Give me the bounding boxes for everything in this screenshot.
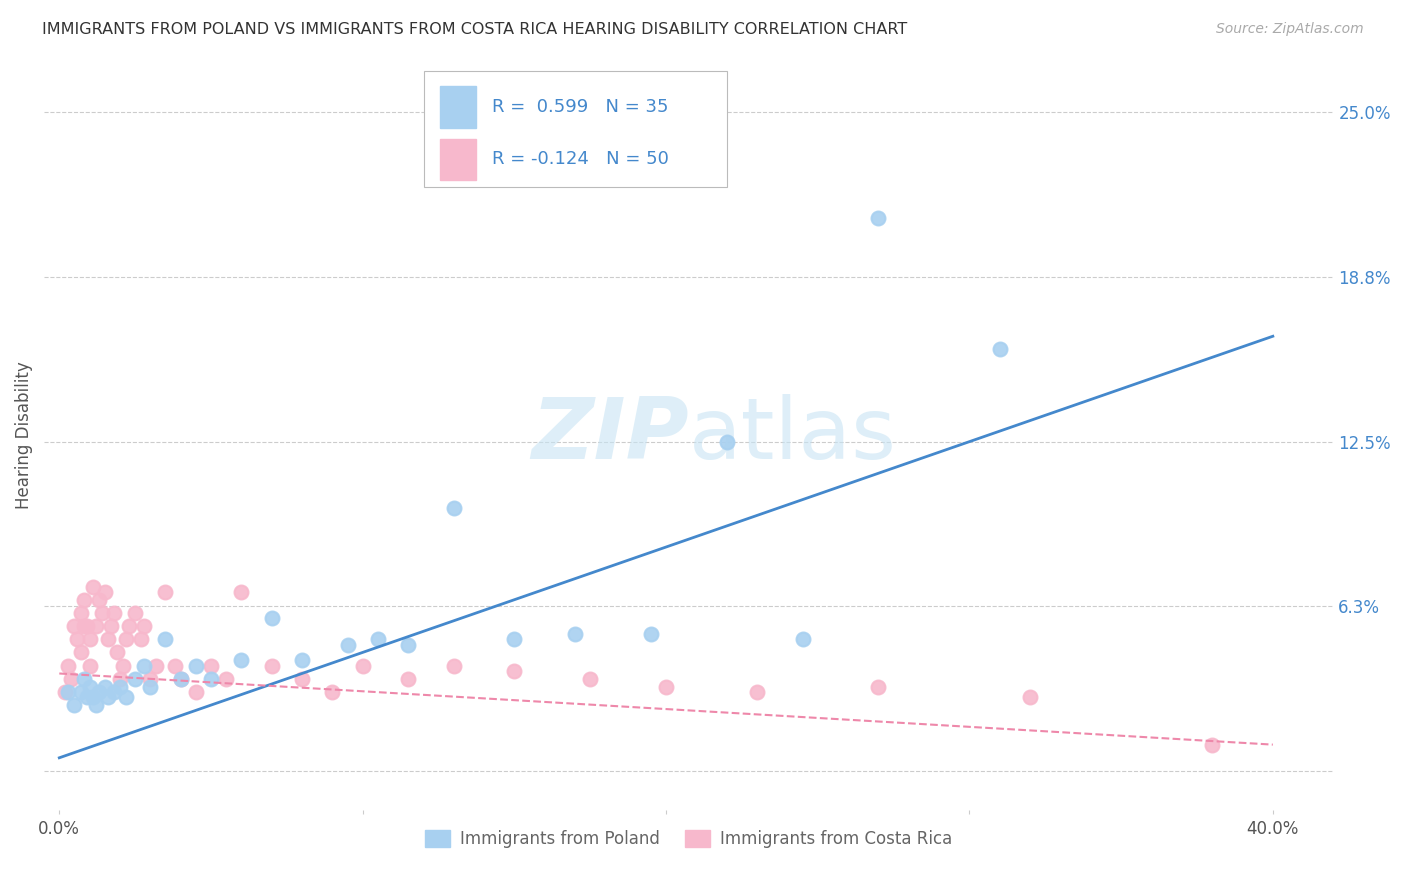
Point: [115, 690, 138, 705]
Point: [503, 664, 526, 678]
Text: IMMIGRANTS FROM POLAND VS IMMIGRANTS FROM COSTA RICA HEARING DISABILITY CORRELAT: IMMIGRANTS FROM POLAND VS IMMIGRANTS FRO…: [42, 22, 907, 37]
Point: [169, 672, 191, 686]
Point: [184, 658, 207, 673]
Point: [396, 638, 419, 652]
Point: [200, 658, 222, 673]
Point: [321, 685, 343, 699]
Point: [90, 606, 112, 620]
Point: [503, 632, 526, 647]
Text: Source: ZipAtlas.com: Source: ZipAtlas.com: [1216, 22, 1364, 37]
Point: [260, 658, 283, 673]
Point: [336, 638, 359, 652]
Point: [94, 584, 117, 599]
Point: [139, 680, 162, 694]
Point: [564, 627, 586, 641]
Text: atlas: atlas: [689, 393, 897, 476]
Point: [63, 619, 86, 633]
Point: [103, 606, 125, 620]
Point: [231, 653, 253, 667]
Point: [367, 632, 389, 647]
Point: [579, 672, 602, 686]
Point: [1019, 690, 1042, 705]
Point: [72, 619, 94, 633]
Point: [792, 632, 814, 647]
Point: [745, 685, 768, 699]
Point: [443, 500, 465, 515]
Point: [58, 685, 80, 699]
Point: [79, 680, 101, 694]
Point: [108, 680, 131, 694]
Point: [63, 698, 86, 712]
Point: [76, 619, 98, 633]
Bar: [440, 87, 477, 128]
Point: [145, 658, 167, 673]
Point: [100, 619, 122, 633]
FancyBboxPatch shape: [425, 70, 727, 187]
Point: [108, 672, 131, 686]
Point: [69, 645, 91, 659]
Point: [103, 685, 125, 699]
Legend: Immigrants from Poland, Immigrants from Costa Rica: Immigrants from Poland, Immigrants from …: [419, 823, 959, 855]
Point: [640, 627, 662, 641]
Point: [200, 672, 222, 686]
Point: [169, 672, 191, 686]
Point: [58, 658, 80, 673]
Text: R =  0.599   N = 35: R = 0.599 N = 35: [492, 98, 668, 116]
Point: [53, 685, 76, 699]
Point: [260, 611, 283, 625]
Point: [115, 632, 138, 647]
Point: [94, 680, 117, 694]
Point: [868, 680, 890, 694]
Text: R = -0.124   N = 50: R = -0.124 N = 50: [492, 151, 668, 169]
Point: [215, 672, 238, 686]
Point: [352, 658, 374, 673]
Point: [97, 632, 120, 647]
Y-axis label: Hearing Disability: Hearing Disability: [15, 361, 32, 509]
Point: [134, 619, 156, 633]
Point: [118, 619, 141, 633]
Point: [72, 592, 94, 607]
Point: [79, 658, 101, 673]
Point: [443, 658, 465, 673]
Point: [129, 632, 152, 647]
Point: [72, 672, 94, 686]
Point: [155, 632, 177, 647]
Point: [124, 672, 146, 686]
Point: [79, 632, 101, 647]
Point: [69, 685, 91, 699]
Point: [76, 690, 98, 705]
Point: [291, 653, 314, 667]
Point: [163, 658, 186, 673]
Bar: [440, 139, 477, 180]
Point: [988, 343, 1011, 357]
Point: [868, 211, 890, 225]
Point: [84, 619, 107, 633]
Point: [291, 672, 314, 686]
Point: [60, 672, 83, 686]
Point: [184, 685, 207, 699]
Point: [97, 690, 120, 705]
Point: [69, 606, 91, 620]
Point: [1201, 738, 1223, 752]
Text: ZIP: ZIP: [531, 393, 689, 476]
Point: [84, 698, 107, 712]
Point: [87, 592, 110, 607]
Point: [396, 672, 419, 686]
Point: [716, 434, 738, 449]
Point: [82, 580, 104, 594]
Point: [66, 632, 89, 647]
Point: [105, 645, 128, 659]
Point: [82, 690, 104, 705]
Point: [124, 606, 146, 620]
Point: [139, 672, 162, 686]
Point: [111, 658, 134, 673]
Point: [134, 658, 156, 673]
Point: [231, 584, 253, 599]
Point: [155, 584, 177, 599]
Point: [655, 680, 678, 694]
Point: [87, 685, 110, 699]
